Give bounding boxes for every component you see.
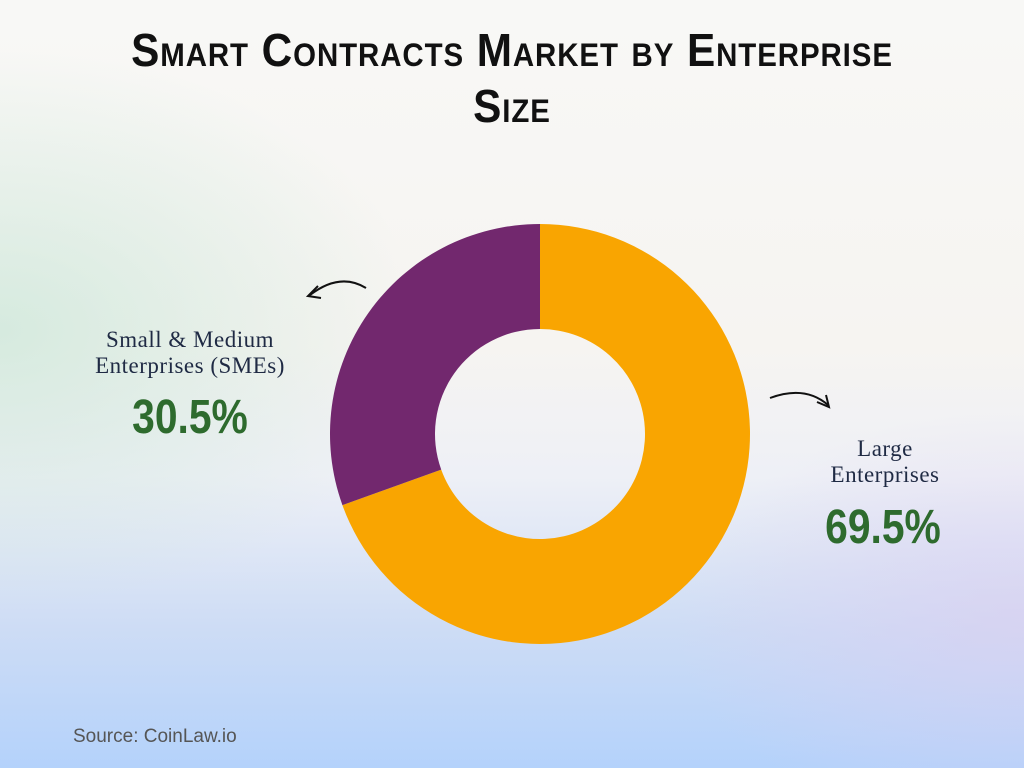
label-sme-line-1: Small & Medium: [106, 327, 274, 352]
value-label-sme: 30.5%: [132, 391, 248, 444]
label-large-line-2: Enterprises: [830, 462, 940, 487]
label-sme-line-2: Enterprises (SMEs): [95, 353, 285, 378]
arrow-sme-icon: [309, 280, 367, 296]
label-large: Large Enterprises: [785, 436, 985, 488]
arrow-large-head-icon: [816, 394, 831, 409]
arrow-large-icon: [769, 391, 829, 406]
chart-title: Smart Contracts Market by Enterprise Siz…: [41, 22, 983, 134]
slice-smes: [330, 224, 540, 506]
title-line-1: Smart Contracts Market by Enterprise: [131, 24, 893, 76]
arrow-sme-head-icon: [305, 285, 322, 299]
label-large-line-1: Large: [857, 436, 913, 461]
value-label-large: 69.5%: [825, 501, 941, 554]
source-note: Source: CoinLaw.io: [73, 726, 237, 747]
label-sme: Small & Medium Enterprises (SMEs): [60, 327, 320, 379]
slice-large-enterprises: [342, 224, 750, 644]
title-line-2: Size: [473, 80, 551, 132]
